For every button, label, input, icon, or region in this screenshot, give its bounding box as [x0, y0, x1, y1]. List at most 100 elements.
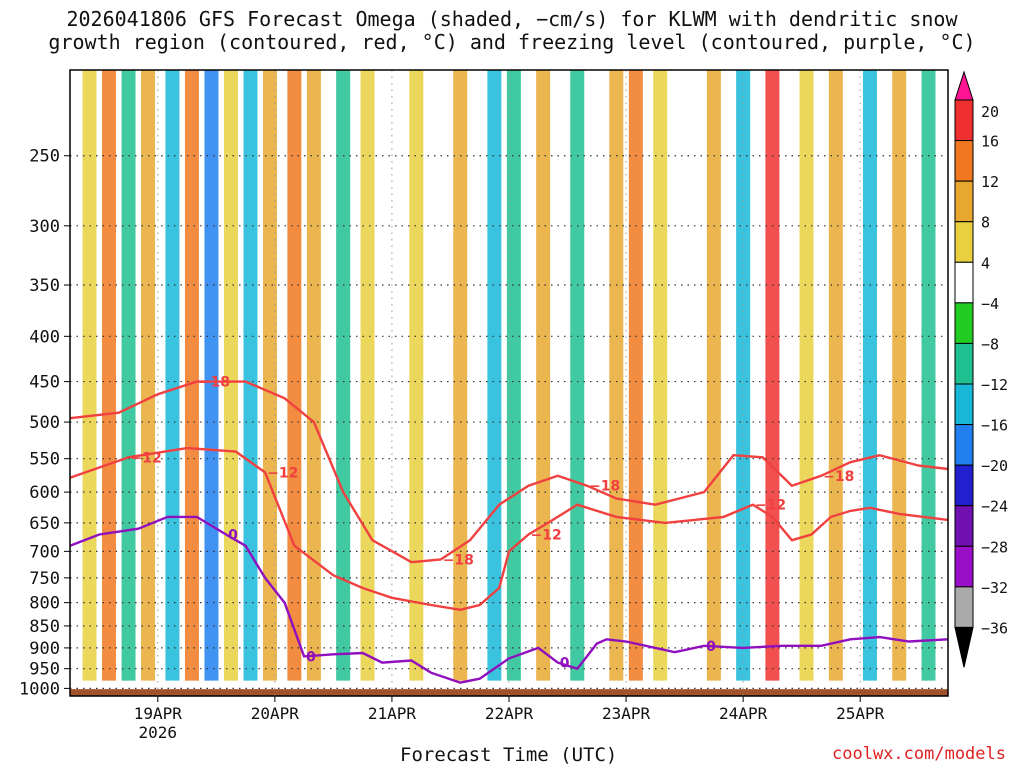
omega-band: [653, 70, 668, 681]
colorbar-label: −36: [981, 619, 1008, 637]
y-tick-label: 400: [29, 327, 60, 347]
colorbar-box: [954, 424, 974, 466]
omega-band: [306, 70, 321, 681]
colorbar-box: [954, 221, 974, 263]
isotherm-minus12-line-label: −12: [531, 528, 562, 544]
chart-title-line-2: growth region (contoured, red, °C) and f…: [48, 30, 976, 54]
isotherm-minus18-line-label: −18: [823, 469, 854, 485]
omega-band: [706, 70, 721, 681]
omega-band: [506, 70, 521, 681]
credit-text: coolwx.com/models: [832, 744, 1006, 764]
omega-band: [921, 70, 936, 681]
y-tick-label: 850: [29, 617, 60, 637]
isotherm-minus18-line-label: −18: [589, 479, 620, 495]
omega-band: [336, 70, 351, 681]
omega-band: [287, 70, 302, 681]
y-tick-label: 800: [29, 594, 60, 614]
colorbar-label: −12: [981, 376, 1008, 394]
y-tick-label: 500: [29, 413, 60, 433]
x-tick-sublabel: 2026: [139, 723, 178, 742]
colorbar-label: 20: [981, 103, 999, 121]
colorbar-label: −8: [981, 335, 999, 353]
chart-title: 2026041806 GFS Forecast Omega (shaded, −…: [0, 8, 1024, 54]
isotherm-minus18-line: [69, 380, 949, 564]
omega-band: [223, 70, 238, 681]
omega-band: [570, 70, 585, 681]
y-tick-label: 650: [29, 514, 60, 534]
omega-band: [409, 70, 424, 681]
y-tick-label: 700: [29, 542, 60, 562]
colorbar-label: −4: [981, 295, 999, 313]
y-tick-label: 950: [29, 660, 60, 680]
x-tick-label: 20APR: [251, 704, 300, 723]
omega-band: [243, 70, 258, 681]
isotherm-minus18-line-label: −18: [199, 375, 230, 391]
colorbar-label: −16: [981, 417, 1008, 435]
x-tick-label: 24APR: [719, 704, 768, 723]
colorbar-box: [954, 261, 974, 304]
isotherm-minus12-line-label: −12: [267, 465, 298, 481]
colorbar-box: [954, 586, 974, 628]
colorbar-bottom-arrow: [954, 626, 974, 668]
colorbar-box: [954, 464, 974, 507]
isotherm-minus12-line-label: −12: [755, 498, 786, 514]
omega-band: [828, 70, 843, 681]
y-tick-label: 250: [29, 147, 60, 167]
colorbar-box: [954, 140, 974, 182]
omega-band: [165, 70, 180, 681]
y-tick-label: 350: [29, 276, 60, 296]
omega-band: [765, 70, 780, 681]
y-tick-label: 300: [29, 217, 60, 237]
freezing-level-line-label: 0: [706, 639, 716, 655]
colorbar-label: −32: [981, 579, 1008, 597]
omega-band: [628, 70, 643, 681]
y-tick-label: 750: [29, 569, 60, 589]
colorbar-label: 4: [981, 254, 990, 272]
omega-band: [141, 70, 156, 681]
colorbar-label: −28: [981, 538, 1008, 556]
y-tick-label: 1000: [19, 679, 60, 699]
x-tick-label: 23APR: [602, 704, 651, 723]
colorbar-box: [954, 302, 974, 344]
isotherm-minus12-line: [69, 446, 949, 612]
omega-band: [799, 70, 814, 681]
colorbar-box: [954, 180, 974, 223]
plot-frame: [69, 69, 949, 697]
omega-band: [892, 70, 907, 681]
isotherm-minus18-line-label: −18: [443, 552, 474, 568]
chart-title-line-1: 2026041806 GFS Forecast Omega (shaded, −…: [66, 7, 958, 31]
y-tick-label: 600: [29, 483, 60, 503]
y-tick-label: 900: [29, 639, 60, 659]
omega-band: [453, 70, 468, 681]
omega-band: [736, 70, 751, 681]
omega-band: [262, 70, 277, 681]
omega-band: [536, 70, 551, 681]
colorbar-top-arrow: [954, 70, 974, 101]
isotherm-minus12-line-label: −12: [131, 450, 162, 466]
ground-bar: [70, 689, 948, 696]
x-tick-label: 25APR: [836, 704, 885, 723]
omega-band: [862, 70, 877, 681]
colorbar-box: [954, 99, 974, 142]
x-tick-label: 22APR: [485, 704, 534, 723]
colorbar-label: −20: [981, 457, 1008, 475]
omega-band: [102, 70, 117, 681]
x-tick-label: 19APR: [134, 704, 183, 723]
colorbar-box: [954, 342, 974, 385]
colorbar-label: 12: [981, 173, 999, 191]
omega-band: [609, 70, 624, 681]
x-tick-label: 21APR: [368, 704, 417, 723]
omega-band: [121, 70, 136, 681]
colorbar-box: [954, 383, 974, 426]
y-tick-label: 450: [29, 373, 60, 393]
colorbar-label: 8: [981, 214, 990, 232]
colorbar-label: −24: [981, 498, 1008, 516]
omega-band: [82, 70, 97, 681]
x-axis-label: Forecast Time (UTC): [400, 744, 618, 766]
omega-band: [184, 70, 199, 681]
colorbar-box: [954, 545, 974, 588]
freezing-level-line: [69, 515, 949, 684]
freezing-level-line-label: 0: [228, 528, 238, 544]
y-tick-label: 550: [29, 450, 60, 470]
